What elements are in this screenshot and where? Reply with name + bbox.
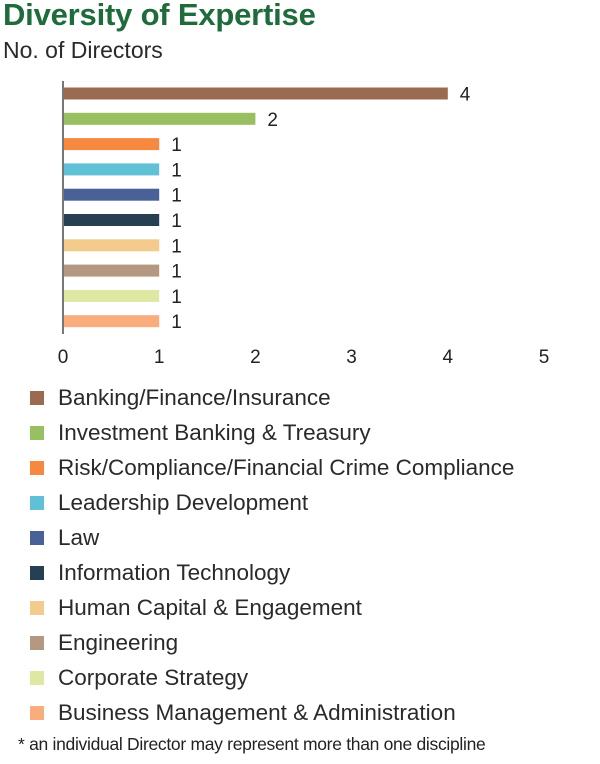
value-label-8: 1 bbox=[171, 262, 182, 283]
bars-group bbox=[63, 87, 448, 328]
legend-label-7: Human Capital & Engagement bbox=[58, 594, 362, 620]
x-tick-label-0: 0 bbox=[58, 347, 69, 368]
x-tick-label-3: 3 bbox=[346, 347, 357, 368]
legend-swatch-7 bbox=[30, 600, 44, 615]
bar-9 bbox=[63, 289, 160, 302]
legend-swatch-2 bbox=[30, 425, 44, 440]
legend-label-5: Law bbox=[58, 524, 100, 550]
legend-item-3: Risk/Compliance/Financial Crime Complian… bbox=[30, 450, 514, 485]
legend-label-8: Engineering bbox=[58, 629, 179, 655]
bar-2 bbox=[63, 112, 256, 125]
legend-item-9: Corporate Strategy bbox=[30, 660, 514, 695]
value-label-5: 1 bbox=[171, 186, 182, 207]
value-label-10: 1 bbox=[171, 312, 182, 333]
value-label-7: 1 bbox=[171, 236, 182, 257]
legend-item-8: Engineering bbox=[30, 625, 514, 660]
legend-item-2: Investment Banking & Treasury bbox=[30, 415, 514, 450]
footnote: * an individual Director may represent m… bbox=[18, 734, 486, 754]
legend-label-10: Business Management & Administration bbox=[58, 699, 456, 725]
value-label-4: 1 bbox=[171, 160, 182, 181]
legend-swatch-4 bbox=[30, 495, 44, 510]
value-label-1: 4 bbox=[460, 85, 471, 106]
legend: Banking/Finance/Insurance Investment Bank… bbox=[30, 380, 514, 730]
value-label-6: 1 bbox=[171, 211, 182, 232]
bar-4 bbox=[63, 163, 160, 176]
bar-7 bbox=[63, 239, 160, 252]
value-label-9: 1 bbox=[171, 287, 182, 308]
legend-item-5: Law bbox=[30, 520, 514, 555]
legend-swatch-9 bbox=[30, 670, 44, 685]
bar-8 bbox=[63, 264, 160, 277]
value-label-2: 2 bbox=[267, 110, 278, 131]
legend-swatch-8 bbox=[30, 635, 44, 650]
x-tick-labels-group: 0 1 2 3 4 5 bbox=[58, 347, 550, 368]
value-label-3: 1 bbox=[171, 135, 182, 156]
x-tick-label-5: 5 bbox=[539, 347, 550, 368]
bar-3 bbox=[63, 138, 160, 151]
x-tick-label-4: 4 bbox=[443, 347, 454, 368]
legend-swatch-10 bbox=[30, 705, 44, 720]
legend-item-10: Business Management & Administration bbox=[30, 695, 514, 730]
x-tick-label-2: 2 bbox=[250, 347, 261, 368]
bar-10 bbox=[63, 315, 160, 328]
legend-item-7: Human Capital & Engagement bbox=[30, 590, 514, 625]
bar-6 bbox=[63, 214, 160, 226]
legend-swatch-6 bbox=[30, 565, 44, 580]
legend-label-6: Information Technology bbox=[58, 559, 291, 585]
value-labels-group: 4 2 1 1 1 1 1 1 1 1 bbox=[171, 85, 471, 334]
x-tick-label-1: 1 bbox=[154, 347, 165, 368]
chart-subtitle: No. of Directors bbox=[3, 37, 163, 63]
legend-item-6: Information Technology bbox=[30, 555, 514, 590]
legend-label-1: Banking/Finance/Insurance bbox=[58, 384, 331, 410]
legend-item-4: Leadership Development bbox=[30, 485, 514, 520]
legend-label-3: Risk/Compliance/Financial Crime Complian… bbox=[58, 454, 515, 480]
legend-item-1: Banking/Finance/Insurance bbox=[30, 380, 514, 415]
chart-title: Diversity of Expertise bbox=[3, 0, 316, 32]
bar-5 bbox=[63, 188, 160, 201]
legend-swatch-5 bbox=[30, 530, 44, 545]
legend-swatch-3 bbox=[30, 460, 44, 475]
legend-label-4: Leadership Development bbox=[58, 489, 309, 515]
bar-1 bbox=[63, 87, 448, 100]
legend-swatch-1 bbox=[30, 390, 44, 405]
legend-label-2: Investment Banking & Treasury bbox=[58, 419, 371, 445]
legend-label-9: Corporate Strategy bbox=[58, 664, 249, 690]
